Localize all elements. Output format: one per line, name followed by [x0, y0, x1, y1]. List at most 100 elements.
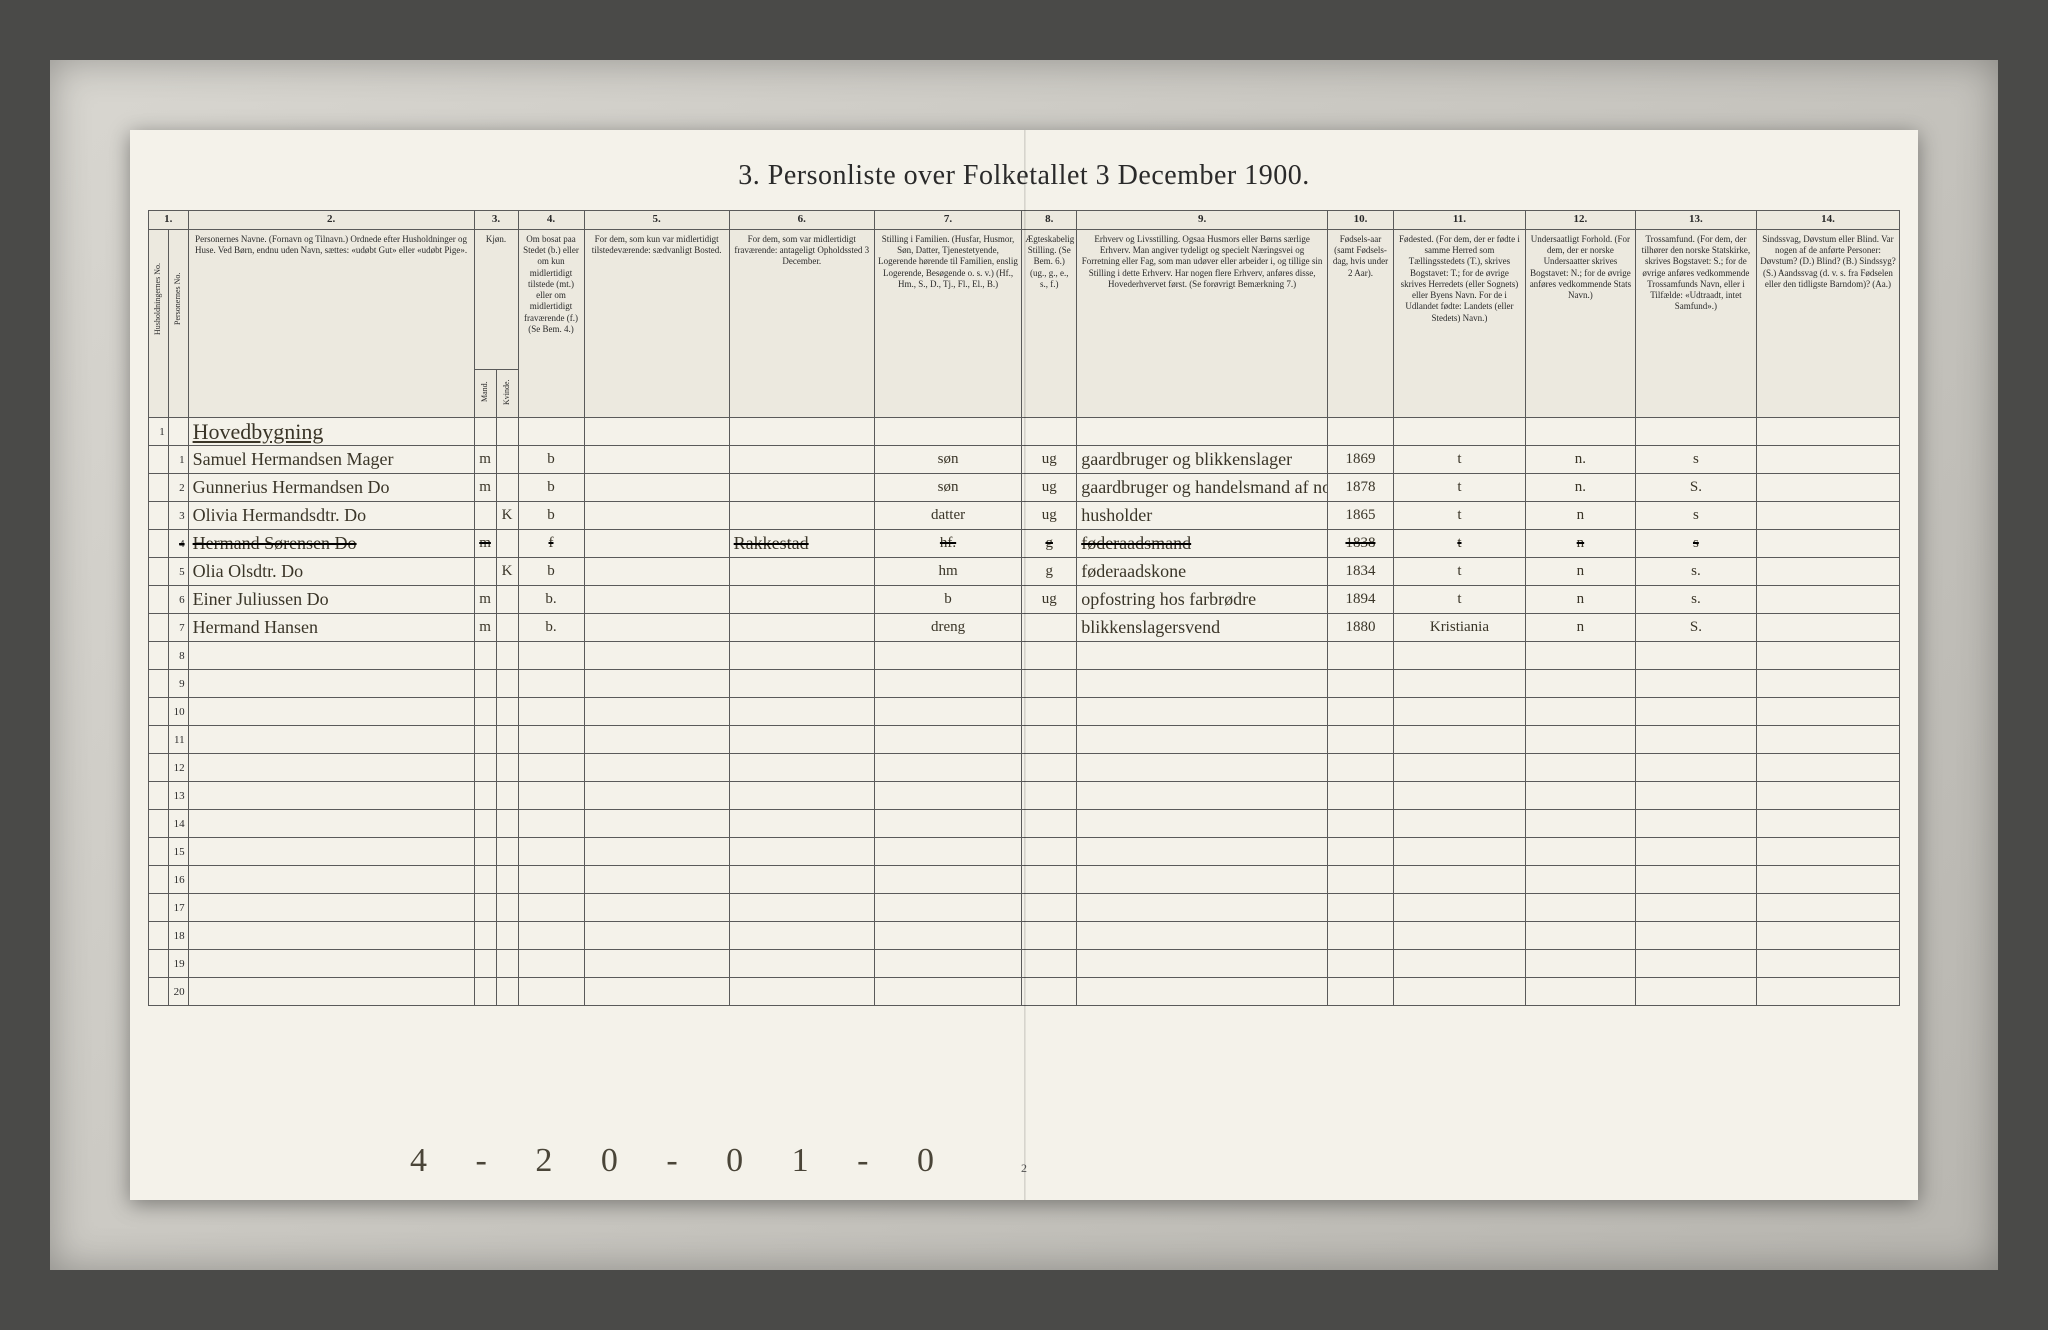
hdr-cit: Undersaatligt Forhold. (For dem, der er … [1525, 229, 1635, 417]
cell: K [496, 502, 518, 530]
cell [584, 502, 729, 530]
cell: S. [1635, 474, 1756, 502]
cell: t [1393, 446, 1525, 474]
col-num-10: 10. [1327, 211, 1393, 230]
cell: n [1525, 614, 1635, 642]
cell: K [496, 558, 518, 586]
cell: n. [1525, 474, 1635, 502]
cell [496, 446, 518, 474]
cell: ug [1022, 474, 1077, 502]
col-num-6: 6. [729, 211, 874, 230]
hdr-res: Om bosat paa Stedet (b.) eller om kun mi… [518, 229, 584, 417]
cell: føderaadsmand [1077, 530, 1328, 558]
cell: ug [1022, 502, 1077, 530]
cell [149, 502, 169, 530]
col-num-7: 7. [874, 211, 1021, 230]
hdr-pn: Personernes No. [168, 229, 188, 417]
col-num-3: 3. [474, 211, 518, 230]
cell: s [1635, 502, 1756, 530]
cell [474, 558, 496, 586]
hdr-birthpl: Fødested. (For dem, der er fødte i samme… [1393, 229, 1525, 417]
hdr-sex-k: Kvinde. [496, 369, 518, 417]
cell [149, 474, 169, 502]
cell: Olivia Hermandsdtr. Do [188, 502, 474, 530]
footer-annotation: 4 - 2 0 - 0 1 - 0 [410, 1142, 954, 1180]
cell: b. [518, 614, 584, 642]
cell: 1838 [1327, 530, 1393, 558]
cell [149, 614, 169, 642]
hdr-sex: Kjøn. [474, 229, 518, 369]
cell: 1878 [1327, 474, 1393, 502]
cell [1756, 446, 1899, 474]
cell [729, 502, 874, 530]
cell [149, 586, 169, 614]
cell: n [1525, 502, 1635, 530]
cell: datter [874, 502, 1021, 530]
cell [1022, 614, 1077, 642]
cell [584, 558, 729, 586]
cell [496, 614, 518, 642]
cell: hm [874, 558, 1021, 586]
cell [496, 586, 518, 614]
cell: s [1635, 446, 1756, 474]
hdr-temp: For dem, som var midlertidigt fraværende… [729, 229, 874, 417]
cell: f [518, 530, 584, 558]
cell: 4 [168, 530, 188, 558]
cell: m [474, 474, 496, 502]
cell: m [474, 586, 496, 614]
col-num-11: 11. [1393, 211, 1525, 230]
col-num-8: 8. [1022, 211, 1077, 230]
col-num-14: 14. [1756, 211, 1899, 230]
cell: s. [1635, 558, 1756, 586]
cell [496, 530, 518, 558]
cell [149, 530, 169, 558]
cell: gaardbruger og handelsmand af norsk indu… [1077, 474, 1328, 502]
cell: 1 [168, 446, 188, 474]
cell: b [518, 474, 584, 502]
cell: S. [1635, 614, 1756, 642]
hdr-usual: For dem, som kun var midlertidigt tilste… [584, 229, 729, 417]
cell: dreng [874, 614, 1021, 642]
cell: Einer Juliussen Do [188, 586, 474, 614]
cell: t [1393, 502, 1525, 530]
cell [729, 446, 874, 474]
cell: gaardbruger og blikkenslager [1077, 446, 1328, 474]
cell [474, 502, 496, 530]
cell: b [518, 446, 584, 474]
cell: t [1393, 558, 1525, 586]
hdr-mar: Ægteskabelig Stilling. (Se Bem. 6.) (ug.… [1022, 229, 1077, 417]
cell [584, 614, 729, 642]
cell: opfostring hos farbrødre [1077, 586, 1328, 614]
cell: b [874, 586, 1021, 614]
cell: 1869 [1327, 446, 1393, 474]
cell [584, 530, 729, 558]
cell: 3 [168, 502, 188, 530]
cell [1756, 474, 1899, 502]
cell: Hermand Hansen [188, 614, 474, 642]
cell [1756, 530, 1899, 558]
cell [729, 474, 874, 502]
hdr-dis: Sindssvag, Døvstum eller Blind. Var noge… [1756, 229, 1899, 417]
cell: 1880 [1327, 614, 1393, 642]
cell [584, 474, 729, 502]
cell [149, 558, 169, 586]
cell [584, 586, 729, 614]
cell: m [474, 446, 496, 474]
cell [1756, 502, 1899, 530]
cell: s [1635, 530, 1756, 558]
cell: 2 [168, 474, 188, 502]
cell: b [518, 502, 584, 530]
hdr-year: Fødsels-aar (samt Fødsels-dag, hvis unde… [1327, 229, 1393, 417]
cell [1756, 586, 1899, 614]
book-spine [1024, 130, 1026, 1200]
col-num-9: 9. [1077, 211, 1328, 230]
cell: s. [1635, 586, 1756, 614]
cell: Rakkestad [729, 530, 874, 558]
cell: 5 [168, 558, 188, 586]
cell: 6 [168, 586, 188, 614]
col-num-2: 2. [188, 211, 474, 230]
heading-label: Hovedbygning [188, 418, 474, 446]
cell: n [1525, 586, 1635, 614]
cell: hf. [874, 530, 1021, 558]
cell [1756, 558, 1899, 586]
